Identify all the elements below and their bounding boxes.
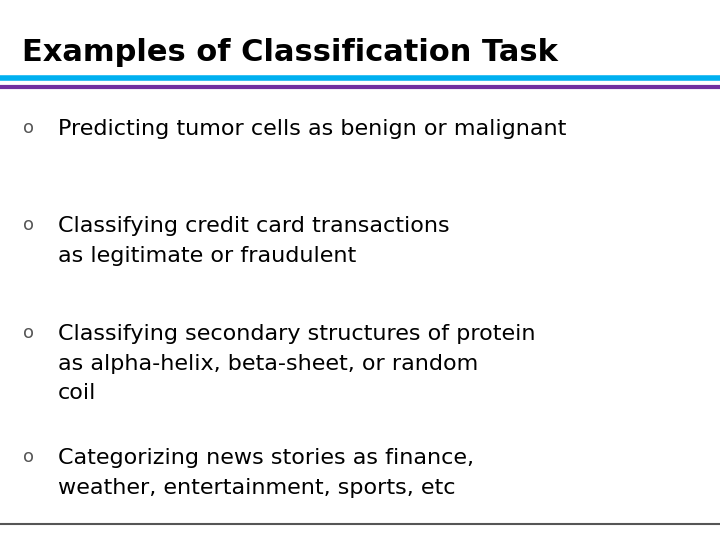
Text: o: o (23, 119, 35, 137)
Text: Classifying secondary structures of protein: Classifying secondary structures of prot… (58, 324, 535, 344)
Text: Examples of Classification Task: Examples of Classification Task (22, 38, 557, 67)
Text: as alpha-helix, beta-sheet, or random: as alpha-helix, beta-sheet, or random (58, 354, 478, 374)
Text: Classifying credit card transactions: Classifying credit card transactions (58, 216, 449, 236)
Text: o: o (23, 216, 35, 234)
Text: coil: coil (58, 383, 96, 403)
Text: o: o (23, 324, 35, 342)
Text: as legitimate or fraudulent: as legitimate or fraudulent (58, 246, 356, 266)
Text: weather, entertainment, sports, etc: weather, entertainment, sports, etc (58, 478, 455, 498)
Text: o: o (23, 448, 35, 466)
Text: Categorizing news stories as finance,: Categorizing news stories as finance, (58, 448, 474, 468)
Text: Predicting tumor cells as benign or malignant: Predicting tumor cells as benign or mali… (58, 119, 566, 139)
